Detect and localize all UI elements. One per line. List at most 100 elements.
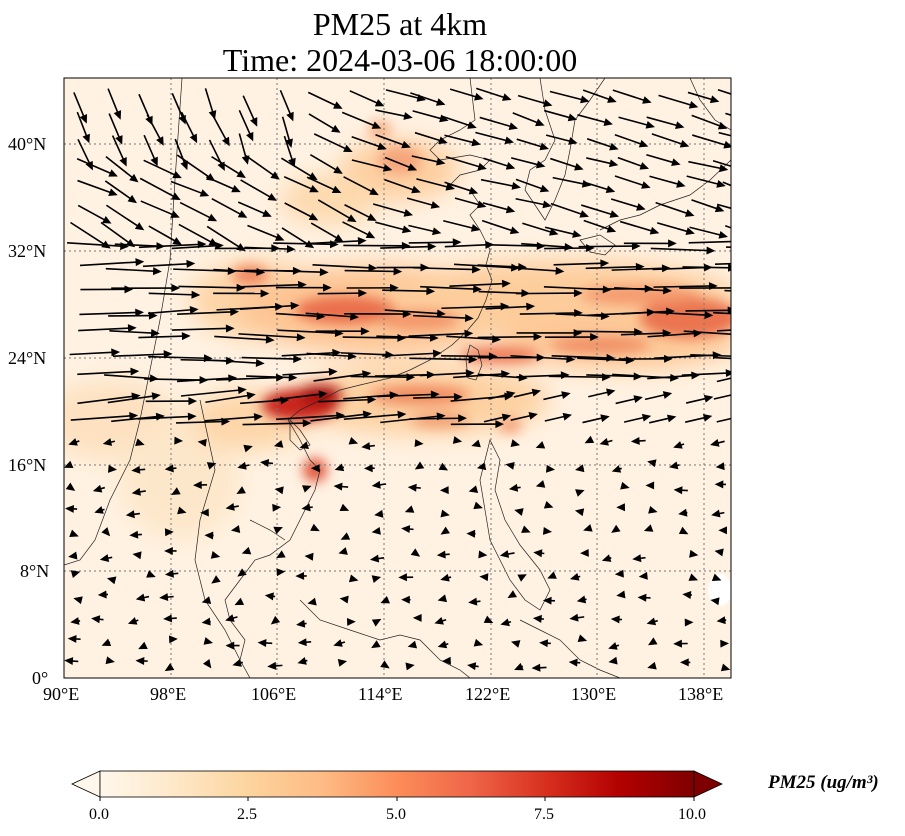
wind-arrowhead: [193, 481, 202, 489]
wind-arrow: [691, 199, 720, 211]
wind-arrow: [619, 220, 655, 233]
wind-arrowhead: [505, 461, 515, 470]
lon-tick-label: 122°E: [465, 684, 511, 704]
wind-arrow: [716, 377, 731, 383]
wind-arrowhead: [101, 638, 112, 647]
wind-arrowhead: [637, 593, 647, 602]
wind-arrow: [623, 416, 647, 423]
wind-arrow: [691, 114, 723, 128]
wind-arrowhead: [225, 614, 235, 622]
wind-arrow: [583, 219, 612, 231]
wind-arrowhead: [533, 332, 543, 341]
wind-arrowhead: [539, 639, 549, 648]
wind-arrowhead: [678, 526, 689, 535]
wind-arrowhead: [414, 439, 424, 447]
wind-arrow: [588, 390, 611, 398]
wind-arrowhead: [304, 552, 314, 561]
wind-arrowhead: [437, 640, 448, 649]
wind-arrow: [176, 420, 225, 424]
wind-arrowhead: [478, 550, 488, 559]
wind-arrow: [281, 116, 291, 144]
wind-arrowhead: [430, 390, 440, 399]
wind-arrow: [176, 377, 232, 383]
wind-arrowhead: [542, 596, 552, 605]
map-subtitle-time: Time: 2024-03-06 18:00:00: [222, 42, 578, 78]
wind-arrowhead: [716, 180, 726, 188]
wind-arrow: [148, 292, 196, 296]
wind-arrowhead: [608, 159, 619, 168]
wind-arrowhead: [648, 505, 658, 514]
wind-arrowhead: [174, 436, 184, 445]
wind-arrowhead: [636, 203, 646, 211]
wind-arrowhead: [67, 634, 77, 643]
wind-arrow: [244, 246, 291, 250]
wind-arrow: [441, 355, 493, 358]
wind-arrowhead: [369, 187, 379, 196]
wind-arrow: [621, 310, 670, 315]
wind-arrowhead: [207, 213, 218, 222]
wind-arrow: [453, 373, 505, 379]
wind-arrowhead: [113, 110, 122, 120]
wind-arrowhead: [221, 136, 230, 147]
wind-arrow: [240, 283, 302, 288]
wind-arrowhead: [561, 391, 571, 400]
wind-arrow: [276, 414, 340, 421]
wind-arrow: [148, 225, 178, 243]
wind-arrowhead: [436, 157, 446, 166]
wind-arrow: [111, 415, 160, 423]
wind-arrow: [647, 374, 695, 380]
wind-arrowhead: [744, 238, 751, 244]
wind-arrowhead: [718, 230, 728, 239]
wind-arrow: [283, 135, 294, 163]
wind-arrowhead: [510, 640, 521, 648]
wind-arrowhead: [308, 212, 319, 221]
wind-arrowhead: [728, 263, 731, 272]
wind-arrow: [483, 157, 511, 168]
wind-arrow: [683, 330, 731, 336]
wind-arrowhead: [630, 436, 640, 445]
wind-arrowhead: [286, 111, 294, 122]
wind-arrowhead: [466, 529, 476, 538]
colorbar: [71, 770, 723, 801]
wind-arrowhead: [310, 464, 320, 473]
wind-arrowhead: [290, 301, 300, 310]
wind-arrowhead: [643, 524, 654, 532]
wind-arrowhead: [333, 101, 343, 109]
wind-arrowhead: [237, 461, 247, 470]
wind-arrow: [170, 180, 205, 195]
wind-arrowhead: [253, 413, 263, 421]
wind-arrow: [242, 422, 307, 426]
wind-arrow: [512, 112, 541, 125]
wind-arrowhead: [600, 259, 610, 268]
wind-arrow: [246, 375, 293, 379]
wind-arrowhead: [241, 546, 252, 555]
wind-arrow: [510, 157, 541, 167]
wind-arrowhead: [442, 656, 451, 665]
wind-arrow: [204, 88, 215, 115]
wind-arrowhead: [65, 482, 76, 491]
wind-arrowhead: [709, 95, 720, 104]
wind-arrow: [414, 131, 444, 143]
wind-arrow: [444, 243, 489, 248]
wind-arrowhead: [761, 325, 768, 331]
wind-arrowhead: [171, 284, 181, 293]
wind-arrowhead: [189, 305, 199, 314]
wind-arrowhead: [440, 509, 450, 518]
wind-arrowhead: [151, 392, 161, 401]
wind-arrowhead: [172, 170, 182, 179]
wind-arrowhead: [297, 638, 307, 647]
wind-arrowhead: [675, 121, 685, 130]
wind-arrowhead: [645, 481, 655, 490]
wind-arrowhead: [135, 258, 145, 267]
wind-arrowhead: [200, 508, 209, 517]
wind-arrow: [310, 413, 367, 422]
wind-arrow: [548, 375, 606, 378]
wind-arrow: [307, 91, 339, 108]
wind-arrowhead: [246, 391, 256, 400]
wind-arrow: [318, 398, 372, 403]
wind-arrowhead: [710, 438, 720, 447]
wind-arrowhead: [575, 489, 585, 497]
wind-arrowhead: [531, 388, 542, 397]
wind-arrowhead: [130, 367, 140, 376]
wind-arrowhead: [539, 184, 550, 193]
